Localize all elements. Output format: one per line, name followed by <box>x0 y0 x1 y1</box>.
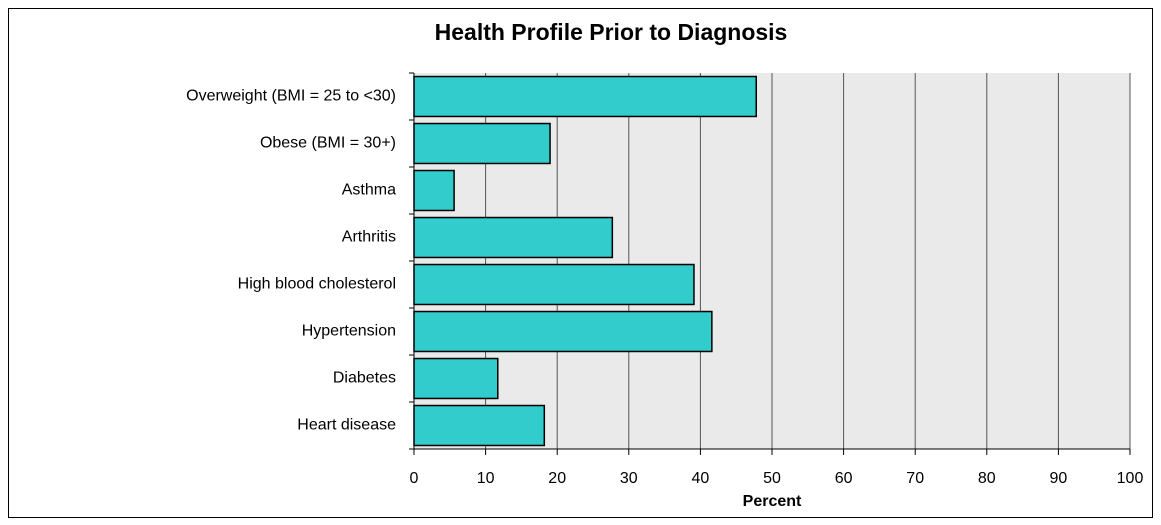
bar <box>413 216 614 259</box>
x-axis-label: Percent <box>743 493 802 510</box>
x-tick-label: 10 <box>477 470 495 487</box>
y-tick-label: Hypertension <box>302 323 396 340</box>
bar <box>413 169 455 212</box>
y-tick-label: Heart disease <box>297 417 396 434</box>
x-tick-label: 70 <box>906 470 924 487</box>
chart-title: Health Profile Prior to Diagnosis <box>435 19 788 45</box>
x-tick-label: 100 <box>1117 470 1144 487</box>
x-tick-label: 40 <box>692 470 710 487</box>
y-tick-label: Asthma <box>342 182 396 199</box>
y-tick-label: Diabetes <box>333 370 396 387</box>
x-tick-label: 0 <box>410 470 419 487</box>
x-tick-label: 80 <box>978 470 996 487</box>
bar <box>413 263 695 306</box>
x-tick-label: 90 <box>1050 470 1068 487</box>
bar <box>413 357 499 400</box>
bar <box>413 122 551 165</box>
bar <box>413 310 713 353</box>
x-tick-label: 50 <box>763 470 781 487</box>
y-tick-label: Obese (BMI = 30+) <box>260 135 396 152</box>
y-tick-label: High blood cholesterol <box>238 276 396 293</box>
y-tick-label: Overweight (BMI = 25 to <30) <box>186 88 396 105</box>
x-tick-label: 20 <box>548 470 566 487</box>
y-tick-label: Arthritis <box>342 229 396 246</box>
x-tick-label: 30 <box>620 470 638 487</box>
x-tick-label: 60 <box>835 470 853 487</box>
bar <box>413 75 757 118</box>
bar <box>413 404 546 447</box>
